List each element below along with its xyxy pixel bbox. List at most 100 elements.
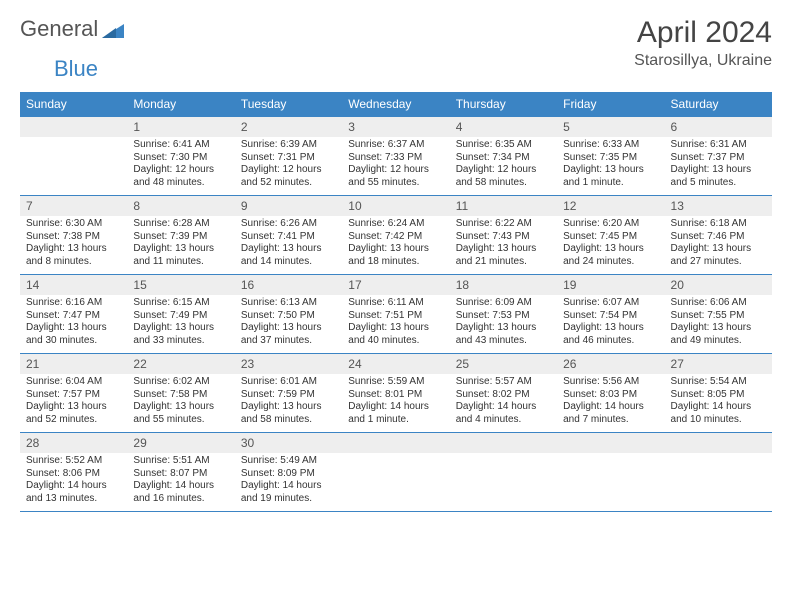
day-number: 28 <box>20 433 127 453</box>
calendar-cell: 27Sunrise: 5:54 AMSunset: 8:05 PMDayligh… <box>665 354 772 433</box>
daylight-line: Daylight: 12 hours and 52 minutes. <box>241 164 322 188</box>
weekday-header-row: Sunday Monday Tuesday Wednesday Thursday… <box>20 92 772 117</box>
calendar-cell: 18Sunrise: 6:09 AMSunset: 7:53 PMDayligh… <box>450 275 557 354</box>
daylight-line: Daylight: 14 hours and 10 minutes. <box>671 401 752 425</box>
sunset-line: Sunset: 7:45 PM <box>563 231 637 242</box>
logo-triangle-icon <box>102 20 124 38</box>
day-number: 24 <box>342 354 449 374</box>
daylight-line: Daylight: 14 hours and 7 minutes. <box>563 401 644 425</box>
weekday-wednesday: Wednesday <box>342 92 449 117</box>
logo-text-general: General <box>20 16 98 42</box>
sunrise-line: Sunrise: 6:11 AM <box>348 297 423 308</box>
daylight-line: Daylight: 14 hours and 4 minutes. <box>456 401 537 425</box>
daylight-line: Daylight: 13 hours and 21 minutes. <box>456 243 537 267</box>
calendar-cell: 20Sunrise: 6:06 AMSunset: 7:55 PMDayligh… <box>665 275 772 354</box>
calendar-cell <box>20 117 127 196</box>
day-number: 17 <box>342 275 449 295</box>
day-number: 18 <box>450 275 557 295</box>
sunrise-line: Sunrise: 6:15 AM <box>133 297 209 308</box>
day-body: Sunrise: 6:16 AMSunset: 7:47 PMDaylight:… <box>20 295 127 353</box>
day-number: 22 <box>127 354 234 374</box>
day-number: 23 <box>235 354 342 374</box>
calendar-cell <box>450 433 557 512</box>
sunset-line: Sunset: 7:50 PM <box>241 310 315 321</box>
calendar-cell: 30Sunrise: 5:49 AMSunset: 8:09 PMDayligh… <box>235 433 342 512</box>
sunset-line: Sunset: 7:34 PM <box>456 152 530 163</box>
day-body: Sunrise: 6:24 AMSunset: 7:42 PMDaylight:… <box>342 216 449 274</box>
sunrise-line: Sunrise: 6:13 AM <box>241 297 317 308</box>
daylight-line: Daylight: 13 hours and 43 minutes. <box>456 322 537 346</box>
day-number: 26 <box>557 354 664 374</box>
calendar-cell: 19Sunrise: 6:07 AMSunset: 7:54 PMDayligh… <box>557 275 664 354</box>
daylight-line: Daylight: 13 hours and 52 minutes. <box>26 401 107 425</box>
sunrise-line: Sunrise: 5:51 AM <box>133 455 209 466</box>
day-number: 1 <box>127 117 234 137</box>
calendar-cell: 25Sunrise: 5:57 AMSunset: 8:02 PMDayligh… <box>450 354 557 433</box>
day-number: 13 <box>665 196 772 216</box>
calendar-row: 7Sunrise: 6:30 AMSunset: 7:38 PMDaylight… <box>20 196 772 275</box>
calendar-cell: 28Sunrise: 5:52 AMSunset: 8:06 PMDayligh… <box>20 433 127 512</box>
sunrise-line: Sunrise: 6:24 AM <box>348 218 424 229</box>
day-number: 19 <box>557 275 664 295</box>
day-body: Sunrise: 5:49 AMSunset: 8:09 PMDaylight:… <box>235 453 342 511</box>
calendar-cell: 15Sunrise: 6:15 AMSunset: 7:49 PMDayligh… <box>127 275 234 354</box>
sunset-line: Sunset: 8:09 PM <box>241 468 315 479</box>
calendar-cell: 10Sunrise: 6:24 AMSunset: 7:42 PMDayligh… <box>342 196 449 275</box>
sunrise-line: Sunrise: 6:39 AM <box>241 139 317 150</box>
day-body: Sunrise: 6:18 AMSunset: 7:46 PMDaylight:… <box>665 216 772 274</box>
logo: General <box>20 16 126 42</box>
calendar-row: 14Sunrise: 6:16 AMSunset: 7:47 PMDayligh… <box>20 275 772 354</box>
sunset-line: Sunset: 7:58 PM <box>133 389 207 400</box>
day-body: Sunrise: 5:56 AM Sunset: 8:03 PMDaylight:… <box>557 374 664 432</box>
day-body: Sunrise: 6:31 AMSunset: 7:37 PMDaylight:… <box>665 137 772 195</box>
sunrise-line: Sunrise: 6:28 AM <box>133 218 209 229</box>
sunset-line: Sunset: 7:47 PM <box>26 310 100 321</box>
day-body-empty <box>450 453 557 505</box>
day-number: 15 <box>127 275 234 295</box>
day-body: Sunrise: 6:20 AMSunset: 7:45 PMDaylight:… <box>557 216 664 274</box>
calendar-row: 1Sunrise: 6:41 AMSunset: 7:30 PMDaylight… <box>20 117 772 196</box>
sunrise-line: Sunrise: 6:06 AM <box>671 297 747 308</box>
daylight-line: Daylight: 14 hours and 1 minute. <box>348 401 429 425</box>
sunrise-line: Sunrise: 6:22 AM <box>456 218 532 229</box>
day-body: Sunrise: 6:26 AMSunset: 7:41 PMDaylight:… <box>235 216 342 274</box>
sunset-line: Sunset: 8:03 PM <box>563 389 637 400</box>
day-body: Sunrise: 5:51 AMSunset: 8:07 PMDaylight:… <box>127 453 234 511</box>
sunset-line: Sunset: 7:35 PM <box>563 152 637 163</box>
weekday-tuesday: Tuesday <box>235 92 342 117</box>
weekday-saturday: Saturday <box>665 92 772 117</box>
day-number: 4 <box>450 117 557 137</box>
day-body: Sunrise: 6:41 AMSunset: 7:30 PMDaylight:… <box>127 137 234 195</box>
sunset-line: Sunset: 8:01 PM <box>348 389 422 400</box>
day-number: 29 <box>127 433 234 453</box>
day-body-empty <box>665 453 772 505</box>
sunset-line: Sunset: 8:07 PM <box>133 468 207 479</box>
calendar-cell: 7Sunrise: 6:30 AMSunset: 7:38 PMDaylight… <box>20 196 127 275</box>
day-body: Sunrise: 6:35 AMSunset: 7:34 PMDaylight:… <box>450 137 557 195</box>
day-body: Sunrise: 6:07 AMSunset: 7:54 PMDaylight:… <box>557 295 664 353</box>
day-body: Sunrise: 6:37 AMSunset: 7:33 PMDaylight:… <box>342 137 449 195</box>
sunrise-line: Sunrise: 5:56 AM <box>563 376 639 387</box>
sunrise-line: Sunrise: 5:57 AM <box>456 376 532 387</box>
daylight-line: Daylight: 13 hours and 14 minutes. <box>241 243 322 267</box>
calendar-cell: 13Sunrise: 6:18 AMSunset: 7:46 PMDayligh… <box>665 196 772 275</box>
sunset-line: Sunset: 7:33 PM <box>348 152 422 163</box>
calendar-table: Sunday Monday Tuesday Wednesday Thursday… <box>20 92 772 512</box>
calendar-cell: 3Sunrise: 6:37 AMSunset: 7:33 PMDaylight… <box>342 117 449 196</box>
calendar-cell: 8Sunrise: 6:28 AMSunset: 7:39 PMDaylight… <box>127 196 234 275</box>
day-number: 5 <box>557 117 664 137</box>
sunrise-line: Sunrise: 6:09 AM <box>456 297 532 308</box>
calendar-cell <box>665 433 772 512</box>
day-number: 21 <box>20 354 127 374</box>
day-body: Sunrise: 5:57 AMSunset: 8:02 PMDaylight:… <box>450 374 557 432</box>
daylight-line: Daylight: 13 hours and 24 minutes. <box>563 243 644 267</box>
sunrise-line: Sunrise: 6:41 AM <box>133 139 209 150</box>
daylight-line: Daylight: 13 hours and 49 minutes. <box>671 322 752 346</box>
sunset-line: Sunset: 7:41 PM <box>241 231 315 242</box>
calendar-cell: 17Sunrise: 6:11 AMSunset: 7:51 PMDayligh… <box>342 275 449 354</box>
daylight-line: Daylight: 13 hours and 55 minutes. <box>133 401 214 425</box>
daylight-line: Daylight: 13 hours and 11 minutes. <box>133 243 214 267</box>
daylight-line: Daylight: 13 hours and 18 minutes. <box>348 243 429 267</box>
calendar-row: 21Sunrise: 6:04 AMSunset: 7:57 PMDayligh… <box>20 354 772 433</box>
sunset-line: Sunset: 7:31 PM <box>241 152 315 163</box>
